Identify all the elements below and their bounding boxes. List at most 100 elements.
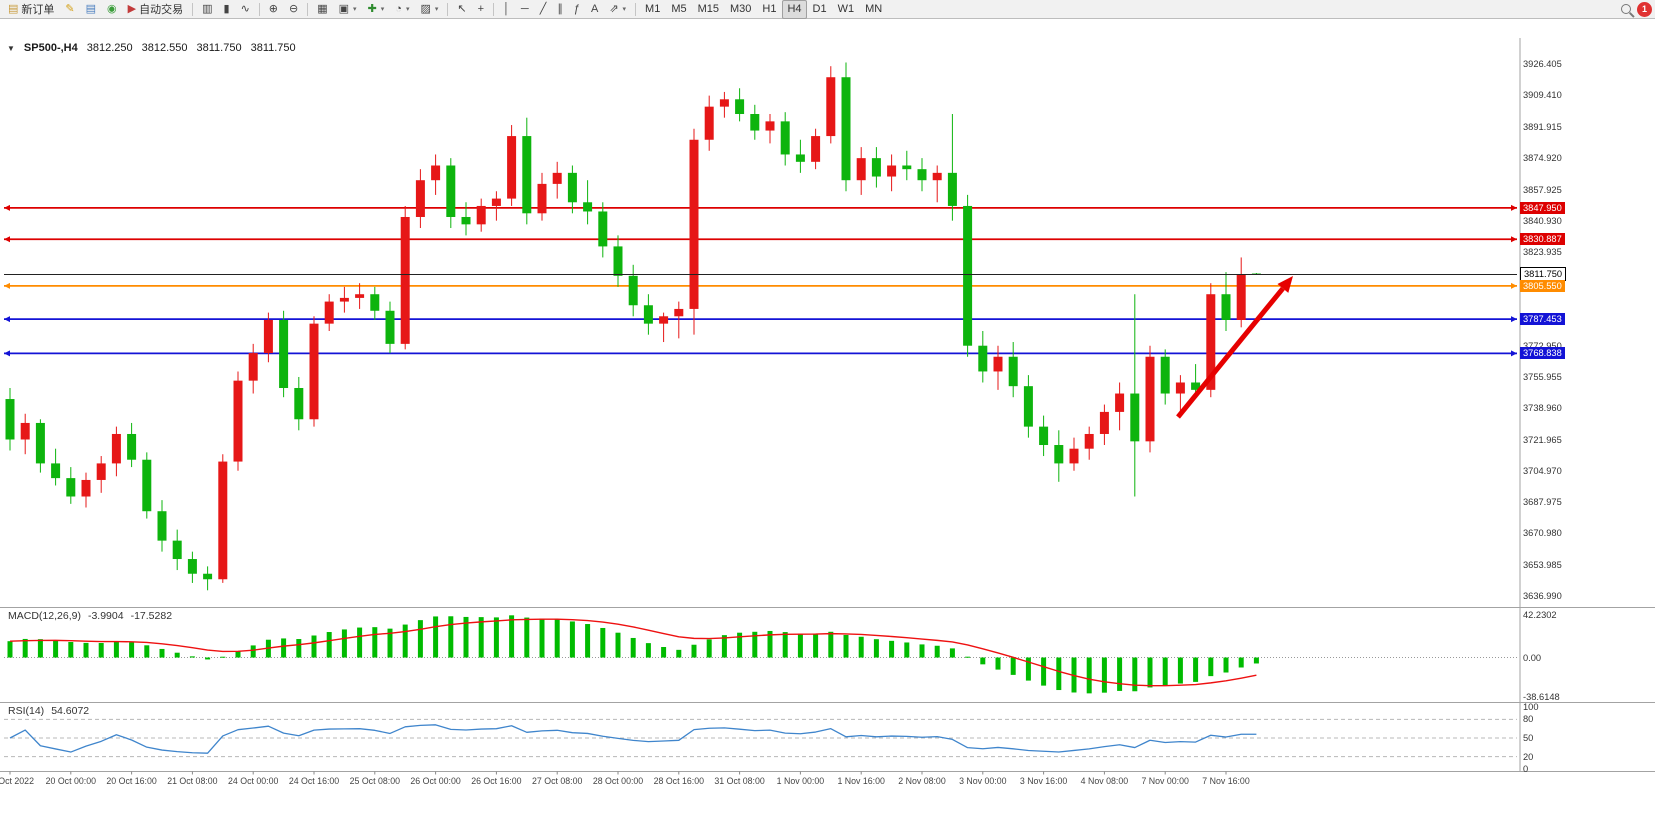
channel-icon: ∥ xyxy=(557,2,563,15)
tile-windows-button[interactable]: ▦ xyxy=(312,0,332,19)
shapes-button[interactable]: ⇗ ▾ xyxy=(604,0,631,19)
zoom-in-button[interactable]: ⊕ xyxy=(264,0,283,19)
candlestick-icon: ▮ xyxy=(223,2,230,15)
timeframe-m5[interactable]: M5 xyxy=(666,0,691,19)
macd-histogram-bar xyxy=(311,635,317,658)
candle-body xyxy=(294,388,304,420)
macd-histogram-bar xyxy=(68,642,74,658)
fibonacci-button[interactable]: ƒ xyxy=(569,0,585,19)
candle-body xyxy=(1160,356,1170,394)
macd-histogram-bar xyxy=(1223,657,1229,673)
timeframe-m30[interactable]: M30 xyxy=(725,0,756,19)
macd-histogram-bar xyxy=(1025,657,1031,681)
timeframe-h1[interactable]: H1 xyxy=(757,0,781,19)
macd-histogram-bar xyxy=(509,615,515,658)
text-button[interactable]: A xyxy=(586,0,603,19)
bar-chart-button[interactable]: ▥ xyxy=(197,0,217,19)
macd-histogram-bar xyxy=(706,639,712,658)
candle-body xyxy=(674,308,684,317)
macd-value-main: -3.9904 xyxy=(87,610,124,622)
timeframe-m5-label: M5 xyxy=(671,3,687,15)
candle-body xyxy=(476,205,486,225)
timeframe-h4[interactable]: H4 xyxy=(782,0,807,19)
community-button[interactable]: ◉ xyxy=(102,0,122,19)
macd-histogram-bar xyxy=(1193,657,1199,682)
toolbar-separator xyxy=(192,2,194,16)
zoom-in-icon: ⊕ xyxy=(268,2,279,15)
candle-body xyxy=(719,99,729,107)
candlestick-button[interactable]: ▮ xyxy=(219,0,235,19)
timeframe-w1[interactable]: W1 xyxy=(833,0,860,19)
price-level-badge: 3847.950 xyxy=(1520,201,1565,214)
timeframe-m30-label: M30 xyxy=(730,3,752,15)
arrow-shapes-icon: ⇗ xyxy=(609,2,619,15)
rsi-axis-label: 80 xyxy=(1523,714,1534,725)
macd-histogram-bar xyxy=(433,616,439,658)
add-indicator-button[interactable]: ✚ ▾ xyxy=(363,0,390,19)
alerts-button[interactable]: ✎ xyxy=(60,0,79,19)
macd-histogram-bar xyxy=(296,639,302,658)
autotrade-button[interactable]: ▶ 自动交易 xyxy=(123,0,188,19)
price-axis-label: 3687.975 xyxy=(1523,497,1562,508)
candle-body xyxy=(1175,382,1185,394)
timeframe-m15[interactable]: M15 xyxy=(693,0,724,19)
line-chart-button[interactable]: ∿ xyxy=(236,0,255,19)
periods-button[interactable]: ◔ ▾ xyxy=(390,0,414,19)
crosshair-button[interactable]: + xyxy=(473,0,489,19)
macd-histogram-bar xyxy=(417,620,423,658)
timeframe-m1[interactable]: M1 xyxy=(640,0,665,19)
price-axis-label: 3755.955 xyxy=(1523,372,1562,383)
macd-histogram-bar xyxy=(843,634,849,658)
rsi-axis-label: 50 xyxy=(1523,733,1534,743)
macd-histogram-bar xyxy=(919,644,925,658)
candle-body xyxy=(446,165,456,217)
price-level-badge: 3830.887 xyxy=(1520,233,1565,246)
new-order-button[interactable]: ▤ 新订单 xyxy=(3,0,59,19)
templates-button[interactable]: ▨ ▾ xyxy=(415,0,443,19)
cursor-button[interactable]: ↖ xyxy=(452,0,471,19)
level-line-end-marker xyxy=(1511,204,1517,211)
level-line-end-marker xyxy=(1511,316,1517,323)
zoom-out-button[interactable]: ⊖ xyxy=(284,0,303,19)
macd-histogram-bar xyxy=(904,642,910,658)
candle-body xyxy=(1023,386,1033,427)
candle-body xyxy=(1206,294,1216,390)
macd-indicator-label: MACD(12,26,9) -3.9904 -17.5282 xyxy=(8,610,172,622)
candle-body xyxy=(567,172,577,203)
candle-body xyxy=(461,216,471,225)
charts-button[interactable]: ▤ xyxy=(81,0,101,19)
macd-histogram-bar xyxy=(98,643,104,658)
candle-body xyxy=(172,540,182,560)
price-level-badge: 3787.453 xyxy=(1520,313,1565,326)
channel-button[interactable]: ∥ xyxy=(552,0,568,19)
candle-body xyxy=(400,216,410,344)
collapse-icon[interactable]: ▼ xyxy=(7,43,15,53)
timeframe-mn[interactable]: MN xyxy=(860,0,887,19)
candle-body xyxy=(96,463,106,480)
macd-histogram-bar xyxy=(661,647,667,658)
trendline-button[interactable]: ╱ xyxy=(535,0,552,19)
notification-badge[interactable]: 1 xyxy=(1637,1,1652,17)
candle-body xyxy=(765,121,775,131)
macd-histogram-bar xyxy=(235,651,241,658)
candle-body xyxy=(1069,448,1079,464)
candle-body xyxy=(233,380,243,462)
symbol-search-button[interactable] xyxy=(1616,0,1636,19)
fibonacci-icon: ƒ xyxy=(573,2,580,15)
timeframe-d1[interactable]: D1 xyxy=(808,0,832,19)
new-chart-button[interactable]: ▣ ▾ xyxy=(334,0,362,19)
candle-body xyxy=(993,356,1003,372)
toolbar-separator xyxy=(307,2,309,16)
macd-histogram-bar xyxy=(250,645,256,658)
chart-canvas[interactable] xyxy=(0,19,1655,838)
candle-body xyxy=(157,511,167,541)
macd-histogram-bar xyxy=(934,645,940,658)
candle-body xyxy=(1236,273,1246,320)
candle-body xyxy=(35,422,45,464)
macd-histogram-bar xyxy=(752,631,758,658)
horizontal-line-button[interactable]: ─ xyxy=(516,0,534,19)
candle-body xyxy=(203,573,213,580)
dropdown-caret-icon: ▾ xyxy=(353,6,357,13)
vertical-line-button[interactable]: │ xyxy=(498,0,515,19)
candle-body xyxy=(826,77,836,137)
